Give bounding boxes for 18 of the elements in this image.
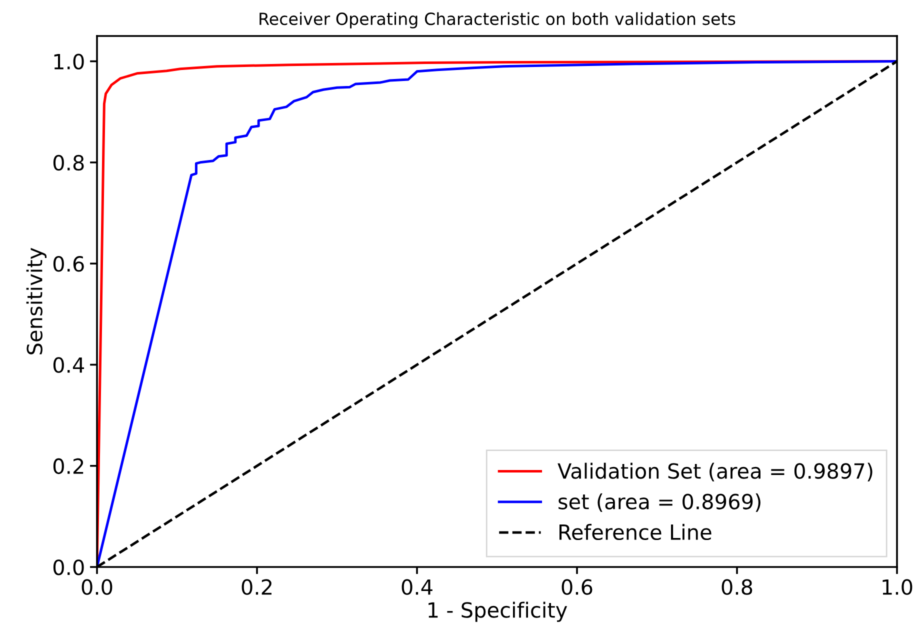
x-tick-label: 0.0 [82,579,112,595]
y-tick-label: 0.2 [53,458,84,474]
y-tick-label: 0.0 [53,559,84,576]
x-tick-label: 0.2 [242,579,272,595]
x-tick-label: 1.0 [882,579,912,595]
legend-label: Reference Line [559,524,712,540]
x-axis-title: 1 - Specificity [428,602,568,622]
chart-title: Receiver Operating Characteristic on both validation sets [260,12,736,28]
y-tick-label: 0.6 [53,256,84,272]
legend-label: set (area = 0.8969) [558,493,760,512]
y-tick-label: 0.8 [53,154,84,171]
x-tick-label: 0.8 [722,579,752,595]
y-tick-label: 0.4 [53,357,84,373]
y-axis-title: Sensitivity [26,248,47,354]
legend-label: Validation Set (area = 0.9897) [558,462,872,482]
x-tick-label: 0.6 [562,579,592,595]
y-tick-label: 1.0 [54,54,84,70]
x-tick-label: 0.4 [402,579,432,595]
